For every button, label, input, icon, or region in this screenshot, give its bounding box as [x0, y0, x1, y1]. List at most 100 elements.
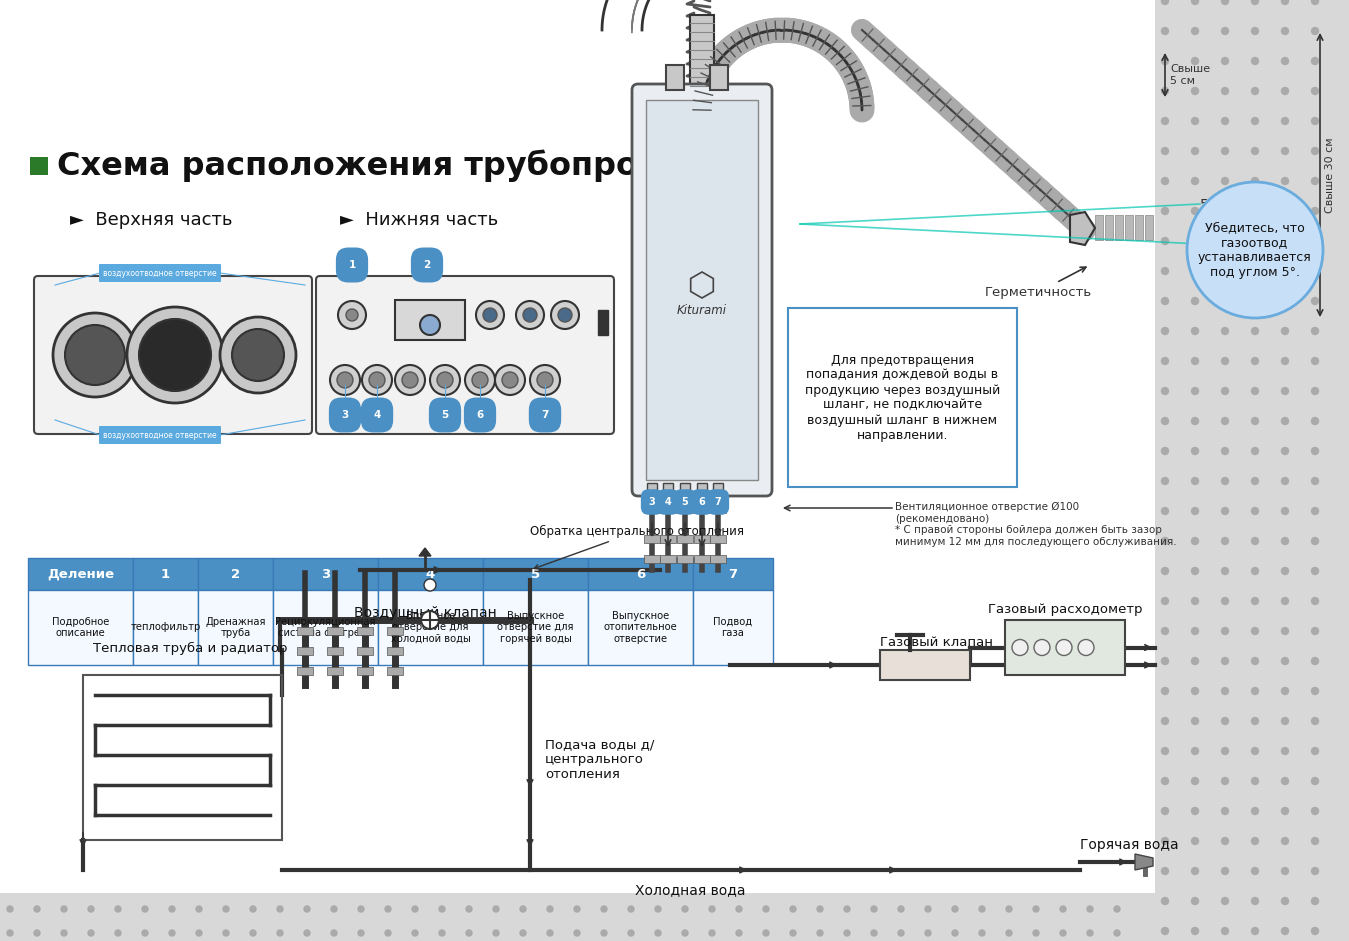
Circle shape: [1161, 688, 1168, 694]
Bar: [28, 558, 134, 590]
Polygon shape: [1135, 854, 1153, 870]
Circle shape: [1252, 658, 1259, 664]
Circle shape: [1221, 297, 1229, 305]
Bar: [387, 647, 403, 655]
Circle shape: [1311, 358, 1318, 364]
Text: 5: 5: [681, 497, 688, 507]
Circle shape: [1221, 658, 1229, 664]
Circle shape: [1161, 537, 1168, 545]
Circle shape: [1282, 747, 1288, 755]
Circle shape: [1060, 930, 1066, 936]
Circle shape: [472, 372, 488, 388]
Circle shape: [1191, 57, 1198, 65]
Circle shape: [1191, 837, 1198, 844]
Bar: [680, 483, 689, 495]
Circle shape: [7, 930, 13, 936]
Circle shape: [1282, 88, 1288, 94]
Circle shape: [1252, 27, 1259, 35]
Circle shape: [1252, 717, 1259, 725]
Circle shape: [1078, 640, 1094, 656]
Text: Kiturami: Kiturami: [677, 304, 727, 316]
Circle shape: [1221, 448, 1229, 455]
Circle shape: [1187, 182, 1323, 318]
Circle shape: [1282, 807, 1288, 815]
Bar: [1125, 215, 1133, 240]
Circle shape: [898, 906, 904, 912]
Circle shape: [492, 930, 499, 936]
Circle shape: [1311, 868, 1318, 874]
Text: Дренажная
труба: Дренажная труба: [205, 616, 266, 638]
Bar: [272, 558, 378, 590]
Circle shape: [357, 930, 364, 936]
Circle shape: [791, 906, 796, 912]
Circle shape: [1252, 327, 1259, 334]
Circle shape: [1161, 598, 1168, 604]
FancyBboxPatch shape: [98, 264, 221, 282]
Bar: [30, 157, 49, 175]
Bar: [387, 667, 403, 675]
Circle shape: [1221, 118, 1229, 124]
Circle shape: [1282, 567, 1288, 575]
Circle shape: [1311, 327, 1318, 334]
Circle shape: [1282, 477, 1288, 485]
Circle shape: [1191, 658, 1198, 664]
Bar: [1145, 215, 1153, 240]
Circle shape: [1221, 418, 1229, 424]
Text: Схема расположения трубопровода: Схема расположения трубопровода: [57, 150, 727, 183]
Circle shape: [1221, 598, 1229, 604]
Bar: [1155, 0, 1349, 941]
Circle shape: [1311, 688, 1318, 694]
Bar: [693, 558, 773, 590]
Circle shape: [519, 906, 526, 912]
Bar: [1005, 620, 1125, 675]
Circle shape: [1161, 297, 1168, 305]
Circle shape: [1252, 267, 1259, 275]
Circle shape: [523, 308, 537, 322]
Circle shape: [1311, 267, 1318, 275]
Circle shape: [465, 365, 495, 395]
Circle shape: [1252, 448, 1259, 455]
Circle shape: [629, 906, 634, 912]
Text: Подробное
описание: Подробное описание: [51, 616, 109, 638]
Polygon shape: [420, 548, 430, 556]
Circle shape: [1311, 928, 1318, 934]
Bar: [643, 555, 660, 563]
Circle shape: [339, 301, 366, 329]
Circle shape: [1191, 0, 1198, 5]
Circle shape: [1311, 27, 1318, 35]
Circle shape: [1191, 628, 1198, 634]
Circle shape: [1252, 178, 1259, 184]
Circle shape: [1033, 640, 1050, 656]
Circle shape: [196, 930, 202, 936]
Circle shape: [1311, 178, 1318, 184]
Text: Впускное
отверстие для
холодной воды: Впускное отверстие для холодной воды: [391, 611, 471, 644]
Circle shape: [1191, 747, 1198, 755]
Bar: [1143, 868, 1147, 876]
Circle shape: [1252, 57, 1259, 65]
Circle shape: [1191, 88, 1198, 94]
Circle shape: [61, 906, 67, 912]
Circle shape: [1282, 297, 1288, 305]
Circle shape: [1221, 807, 1229, 815]
Text: ►  Нижняя часть: ► Нижняя часть: [340, 211, 498, 229]
Text: Герметичность: Герметичность: [985, 267, 1093, 298]
Bar: [643, 505, 660, 513]
Circle shape: [1033, 930, 1039, 936]
Text: Тепловая труба и радиатор: Тепловая труба и радиатор: [93, 642, 287, 655]
Bar: [648, 483, 657, 495]
Circle shape: [1282, 208, 1288, 215]
Circle shape: [420, 315, 440, 335]
Circle shape: [1161, 747, 1168, 755]
Circle shape: [1191, 418, 1198, 424]
Bar: [710, 535, 726, 543]
Circle shape: [196, 906, 202, 912]
Circle shape: [1252, 807, 1259, 815]
Circle shape: [1252, 537, 1259, 545]
Bar: [693, 590, 773, 665]
Circle shape: [65, 325, 125, 385]
Text: 7: 7: [728, 567, 738, 581]
Circle shape: [1221, 688, 1229, 694]
Circle shape: [232, 329, 285, 381]
Circle shape: [402, 372, 418, 388]
Bar: [198, 558, 272, 590]
